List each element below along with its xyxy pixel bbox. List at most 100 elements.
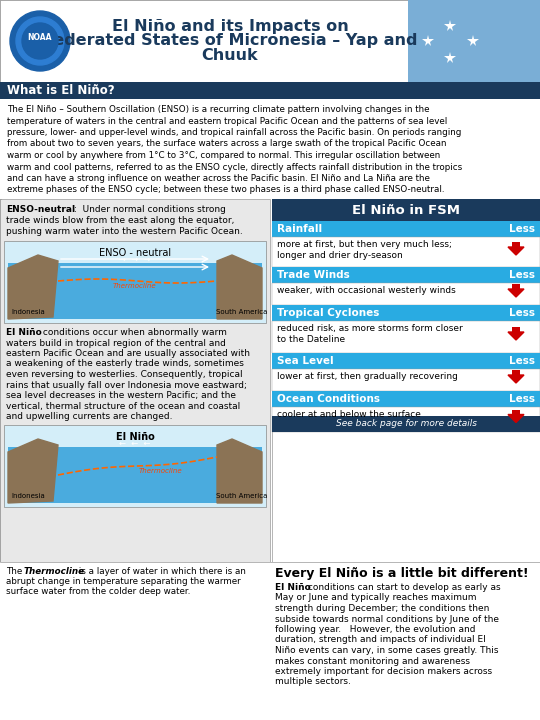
Text: The: The (6, 567, 25, 576)
Text: pushing warm water into the western Pacific Ocean.: pushing warm water into the western Paci… (6, 227, 243, 236)
Bar (0, 0, 540, 82)
Text: rains that usually fall over Indonesia move eastward;: rains that usually fall over Indonesia m… (6, 380, 247, 390)
Text: cooler at and below the surface: cooler at and below the surface (277, 410, 421, 419)
Bar (4, 425, 266, 507)
Bar (272, 199, 540, 221)
FancyArrow shape (508, 371, 524, 383)
Circle shape (16, 17, 64, 65)
Text: pressure, lower- and upper-level winds, and tropical rainfall across the Pacific: pressure, lower- and upper-level winds, … (7, 128, 461, 137)
Polygon shape (8, 255, 58, 319)
FancyArrow shape (508, 243, 524, 255)
Bar (512, 370, 520, 378)
Bar (272, 305, 540, 321)
Text: strength during December; the conditions then: strength during December; the conditions… (275, 604, 489, 613)
Text: Every El Niño is a little bit different!: Every El Niño is a little bit different! (275, 567, 529, 580)
Text: Less: Less (509, 308, 535, 318)
Text: reduced risk, as more storms form closer
to the Dateline: reduced risk, as more storms form closer… (277, 324, 463, 344)
Text: What is El Niño?: What is El Niño? (7, 84, 114, 97)
Bar (272, 353, 540, 369)
Text: following year.   However, the evolution and: following year. However, the evolution a… (275, 625, 476, 634)
Text: Thermocline: Thermocline (24, 567, 85, 576)
Text: See back page for more details: See back page for more details (335, 420, 476, 428)
Bar (272, 267, 540, 283)
Bar (0, 82, 540, 99)
Text: vertical, thermal structure of the ocean and coastal: vertical, thermal structure of the ocean… (6, 402, 240, 410)
Bar (272, 369, 540, 391)
Text: from about two to seven years, the surface waters across a large swath of the tr: from about two to seven years, the surfa… (7, 140, 447, 148)
Bar (512, 284, 520, 292)
Text: El Niño: El Niño (6, 328, 42, 337)
Text: Trade Winds: Trade Winds (277, 270, 350, 280)
Bar (8, 447, 262, 503)
Text: conditions can start to develop as early as: conditions can start to develop as early… (305, 583, 501, 592)
Text: more at first, but then very much less;
longer and drier dry-season: more at first, but then very much less; … (277, 240, 452, 260)
Text: sea level decreases in the western Pacific; and the: sea level decreases in the western Pacif… (6, 391, 236, 400)
Text: extremely important for decision makers across: extremely important for decision makers … (275, 667, 492, 676)
Polygon shape (217, 255, 262, 319)
Bar (272, 237, 540, 267)
Text: Niño events can vary, in some cases greatly. This: Niño events can vary, in some cases grea… (275, 646, 498, 655)
Text: and can have a strong influence on weather across the Pacific basin. El Niño and: and can have a strong influence on weath… (7, 174, 430, 183)
Text: Thermocline: Thermocline (113, 283, 157, 289)
Text: surface water from the colder deep water.: surface water from the colder deep water… (6, 587, 191, 596)
Text: subside towards normal conditions by June of the: subside towards normal conditions by Jun… (275, 614, 499, 624)
Polygon shape (8, 439, 58, 503)
Text: El Niño: El Niño (275, 583, 310, 592)
Text: South America: South America (217, 309, 268, 315)
Text: eastern Pacific Ocean and are usually associated with: eastern Pacific Ocean and are usually as… (6, 349, 250, 358)
Text: El Niño: El Niño (116, 432, 154, 442)
Text: Less: Less (509, 356, 535, 366)
Text: Rainfall: Rainfall (277, 224, 322, 234)
Text: is a layer of water in which there is an: is a layer of water in which there is an (76, 567, 246, 576)
FancyArrow shape (508, 328, 524, 340)
Text: makes constant monitoring and awareness: makes constant monitoring and awareness (275, 657, 470, 665)
Text: lower at first, then gradually recovering: lower at first, then gradually recoverin… (277, 372, 458, 381)
Circle shape (22, 23, 58, 59)
Text: El Niño in FSM: El Niño in FSM (352, 204, 460, 217)
Text: trade winds blow from the east along the equator,: trade winds blow from the east along the… (6, 216, 234, 225)
Text: warm and cool patterns, referred to as the ENSO cycle, directly affects rainfall: warm and cool patterns, referred to as t… (7, 163, 462, 171)
Bar (272, 199, 540, 562)
Text: weaker, with occasional westerly winds: weaker, with occasional westerly winds (277, 286, 456, 295)
Bar (512, 242, 520, 250)
Text: The El Niño – Southern Oscillation (ENSO) is a recurring climate pattern involvi: The El Niño – Southern Oscillation (ENSO… (7, 105, 429, 114)
Bar (512, 410, 520, 418)
Text: El Niño and its Impacts on: El Niño and its Impacts on (112, 19, 348, 35)
Text: Less: Less (509, 270, 535, 280)
Text: Indonesia: Indonesia (11, 493, 45, 499)
FancyArrow shape (508, 285, 524, 297)
Text: abrupt change in temperature separating the warmer: abrupt change in temperature separating … (6, 577, 241, 586)
Bar (272, 407, 540, 432)
Text: ENSO - neutral: ENSO - neutral (99, 248, 171, 258)
Text: duration, strength and impacts of individual El: duration, strength and impacts of indivi… (275, 636, 486, 644)
Text: Federated States of Micronesia – Yap and: Federated States of Micronesia – Yap and (43, 34, 417, 48)
Text: Less: Less (509, 224, 535, 234)
Text: →  →  →: → → → (119, 254, 151, 264)
Polygon shape (217, 439, 262, 503)
Text: Thermocline: Thermocline (139, 468, 182, 474)
Bar (272, 321, 540, 353)
Text: and upwelling currents are changed.: and upwelling currents are changed. (6, 412, 172, 421)
Bar (8, 263, 262, 319)
Text: temperature of waters in the central and eastern tropical Pacific Ocean and the : temperature of waters in the central and… (7, 117, 447, 125)
Text: May or June and typically reaches maximum: May or June and typically reaches maximu… (275, 593, 476, 603)
Text: Ocean Conditions: Ocean Conditions (277, 394, 380, 404)
Bar (512, 327, 520, 335)
Text: conditions occur when abnormally warm: conditions occur when abnormally warm (40, 328, 227, 337)
Text: a weakening of the easterly trade winds, sometimes: a weakening of the easterly trade winds,… (6, 359, 244, 369)
Bar (272, 221, 540, 237)
Text: ENSO-neutral: ENSO-neutral (6, 205, 75, 214)
Text: multiple sectors.: multiple sectors. (275, 678, 351, 686)
Text: extreme phases of the ENSO cycle; between these two phases is a third phase call: extreme phases of the ENSO cycle; betwee… (7, 186, 444, 194)
Bar (408, 0, 540, 82)
Text: South America: South America (217, 493, 268, 499)
Bar (272, 416, 540, 432)
Bar (0, 199, 270, 562)
Text: ←  ←  ←: ← ← ← (119, 438, 151, 448)
Circle shape (10, 11, 70, 71)
Text: Sea Level: Sea Level (277, 356, 334, 366)
Text: warm or cool by anywhere from 1°C to 3°C, compared to normal. This irregular osc: warm or cool by anywhere from 1°C to 3°C… (7, 151, 440, 160)
Text: Chuuk: Chuuk (201, 48, 258, 63)
Bar (272, 391, 540, 407)
Text: Tropical Cyclones: Tropical Cyclones (277, 308, 380, 318)
